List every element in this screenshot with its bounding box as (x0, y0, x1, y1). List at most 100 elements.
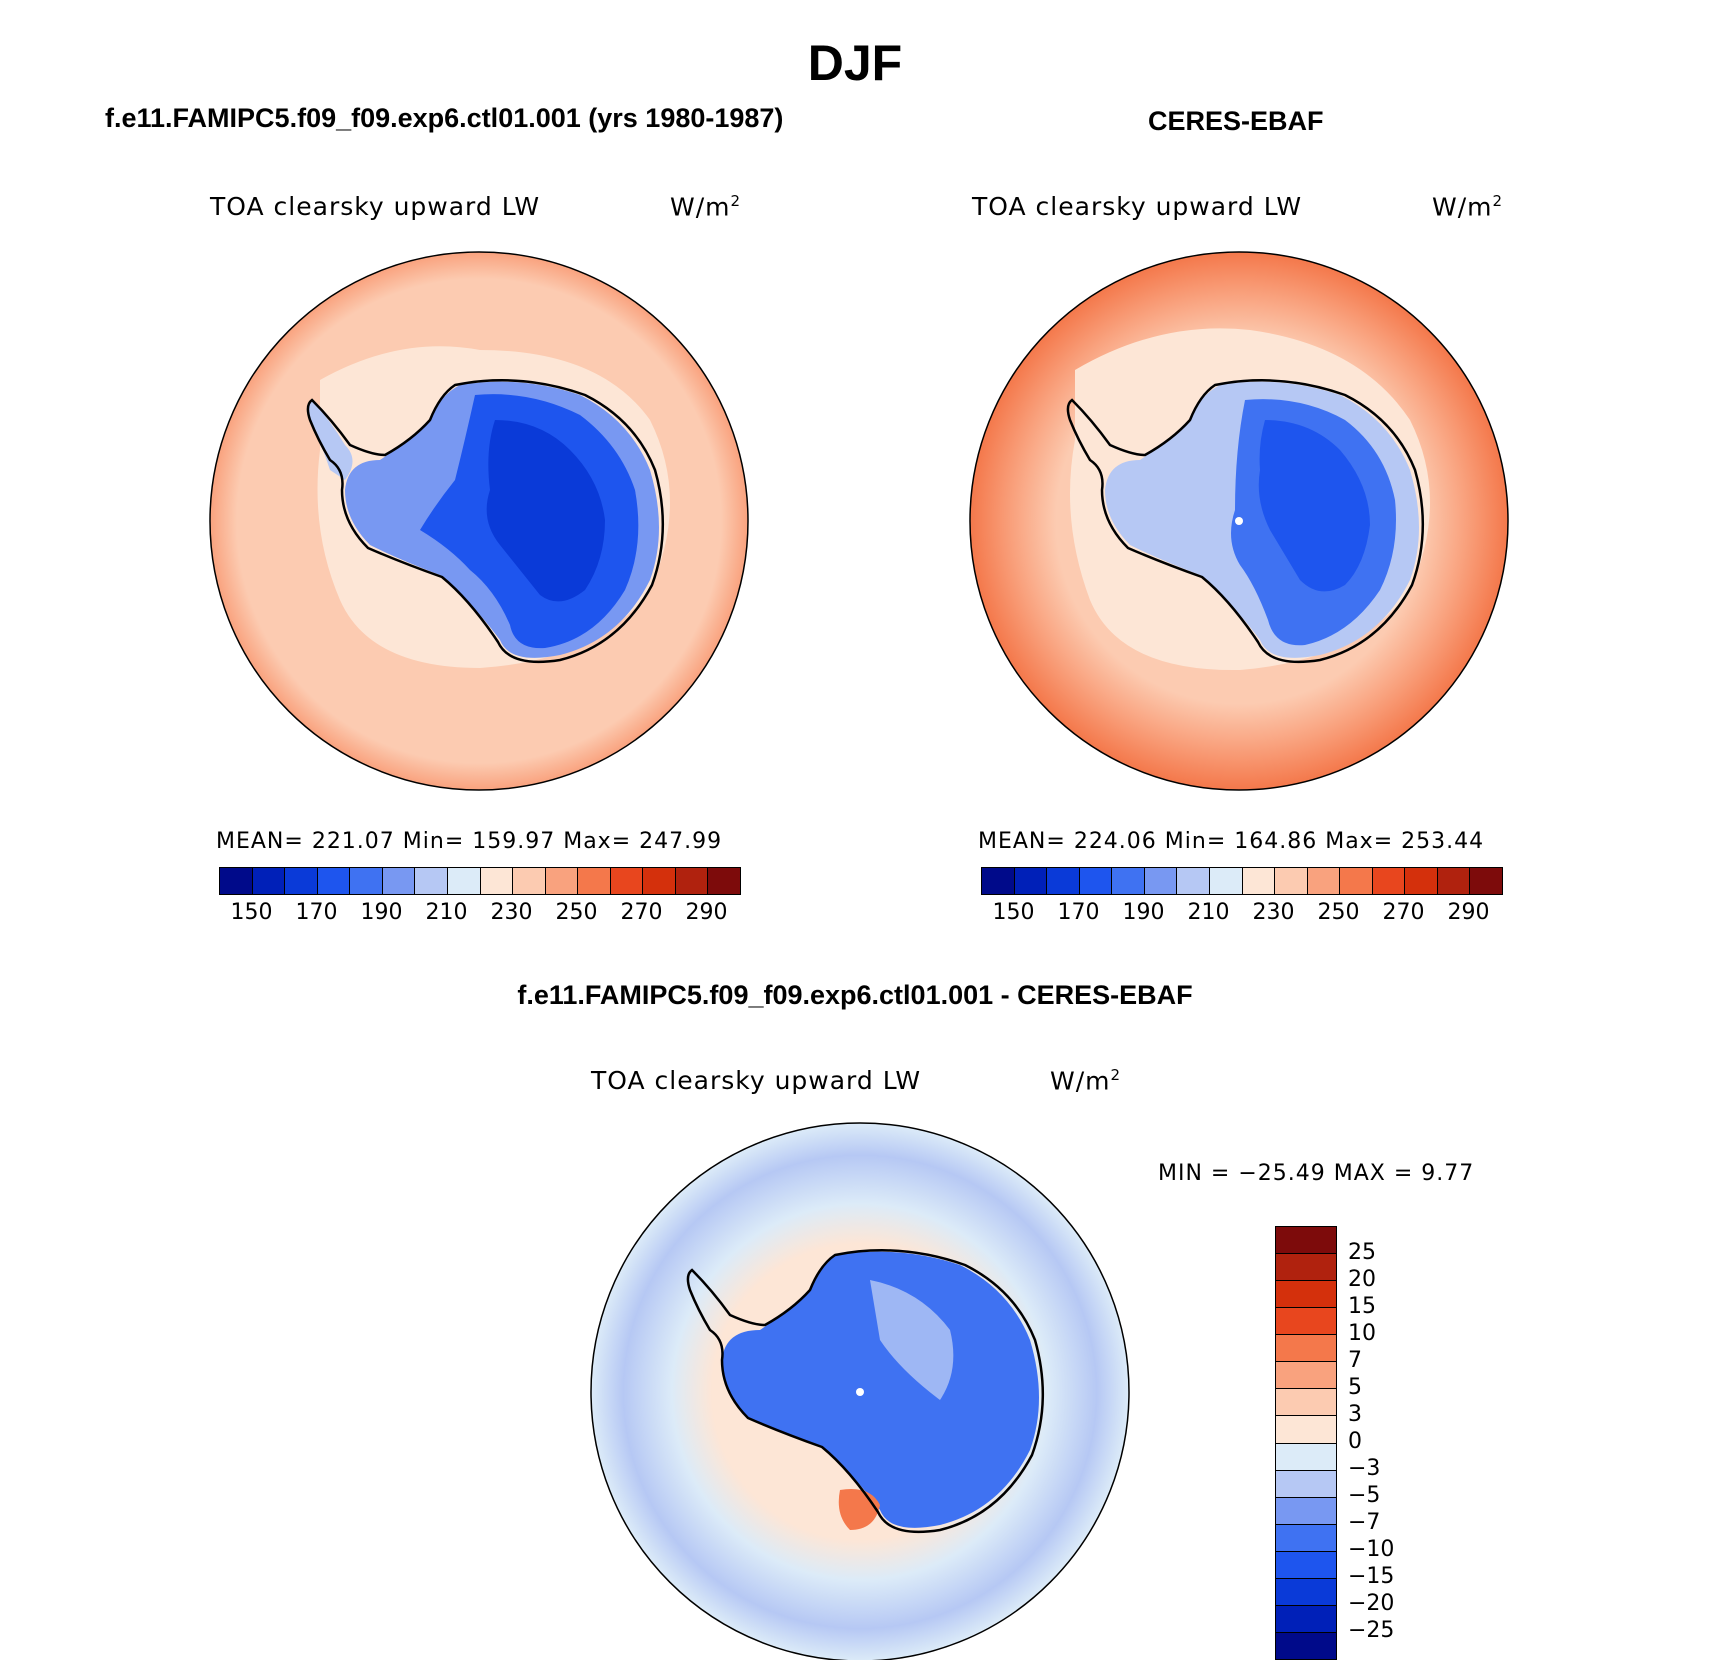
colorbar-swatch (447, 868, 481, 894)
antarctica-core (486, 420, 605, 602)
colorbar-swatch (1276, 1578, 1336, 1606)
colorbar-swatch (220, 868, 253, 894)
colorbar-tick-label: −20 (1348, 1591, 1395, 1616)
colorbar-tick-label: −7 (1348, 1510, 1381, 1535)
panel3-units: W/m2 (1050, 1066, 1122, 1096)
colorbar-observation (981, 867, 1503, 895)
colorbar-swatch (1276, 1281, 1336, 1309)
colorbar-swatch (1276, 1335, 1336, 1363)
colorbar-swatch (1275, 868, 1308, 894)
colorbar-swatch (1437, 868, 1471, 894)
panel1-variable: TOA clearsky upward LW (210, 192, 541, 221)
colorbar-swatch (610, 868, 644, 894)
colorbar-swatch (1276, 1227, 1336, 1255)
coastline (686, 1249, 1045, 1534)
colorbar-swatch (1276, 1362, 1336, 1390)
colorbar-swatch (1340, 868, 1373, 894)
colorbar-swatch (1276, 1605, 1336, 1633)
colorbar-tick-label: 250 (1317, 900, 1360, 925)
colorbar-swatch (578, 868, 611, 894)
colorbar-swatch (643, 868, 676, 894)
panel1-units: W/m2 (670, 192, 742, 222)
colorbar-swatch (1276, 1470, 1336, 1498)
colorbar-tick-label: 210 (1187, 900, 1230, 925)
colorbar-tick-label: 190 (1122, 900, 1165, 925)
peninsula (307, 400, 353, 480)
colorbar-swatch (1276, 1632, 1336, 1659)
colorbar-tick-label: 170 (295, 900, 338, 925)
colorbar-tick-label: 230 (490, 900, 533, 925)
colorbar-swatch (1470, 868, 1502, 894)
colorbar-difference-ticks: 25 20 15 10 7 5 3 0 −3 −5 −7 −10 −15 −20 −25 (1348, 1226, 1418, 1658)
colorbar-swatch (1276, 1389, 1336, 1417)
colorbar-swatch (480, 868, 514, 894)
colorbar-tick-label: 230 (1252, 900, 1295, 925)
colorbar-tick-label: 15 (1348, 1294, 1376, 1319)
colorbar-swatch (350, 868, 383, 894)
colorbar-swatch (1276, 1254, 1336, 1282)
colorbar-tick-label: 150 (992, 900, 1035, 925)
colorbar-swatch (1014, 868, 1048, 894)
coastline (306, 379, 665, 664)
colorbar-tick-label: −25 (1348, 1618, 1395, 1643)
colorbar-observation-ticks: 150 170 190 210 230 250 270 290 (981, 900, 1501, 930)
colorbar-tick-label: −15 (1348, 1564, 1395, 1589)
colorbar-swatch (513, 868, 546, 894)
colorbar-swatch (1242, 868, 1276, 894)
panel1-title: f.e11.FAMIPC5.f09_f09.exp6.ctl01.001 (yr… (105, 103, 784, 133)
colorbar-swatch (1307, 868, 1341, 894)
diff-streaks (870, 1280, 954, 1400)
colorbar-tick-label: 25 (1348, 1240, 1376, 1265)
colorbar-swatch (708, 868, 740, 894)
colorbar-swatch (382, 868, 416, 894)
antarctica-core (1258, 420, 1370, 592)
colorbar-swatch (1177, 868, 1210, 894)
colorbar-swatch (1405, 868, 1438, 894)
colorbar-tick-label: 290 (1447, 900, 1490, 925)
panel3-variable: TOA clearsky upward LW (591, 1066, 922, 1095)
panel3-stats: MIN = −25.49 MAX = 9.77 (1158, 1161, 1475, 1186)
colorbar-tick-label: 5 (1348, 1375, 1362, 1400)
colorbar-tick-label: 3 (1348, 1402, 1362, 1427)
colorbar-swatch (1276, 1416, 1336, 1444)
map-model (209, 251, 749, 791)
panel3-title: f.e11.FAMIPC5.f09_f09.exp6.ctl01.001 - C… (517, 980, 1193, 1010)
colorbar-swatch (1144, 868, 1178, 894)
colorbar-tick-label: 20 (1348, 1267, 1376, 1292)
colorbar-swatch (1276, 1551, 1336, 1579)
colorbar-tick-label: −3 (1348, 1456, 1381, 1481)
colorbar-difference (1275, 1226, 1337, 1660)
colorbar-swatch (545, 868, 579, 894)
panel2-title: CERES-EBAF (1148, 106, 1324, 136)
colorbar-swatch (982, 868, 1015, 894)
map-observation (969, 251, 1509, 791)
colorbar-tick-label: 190 (360, 900, 403, 925)
colorbar-model-ticks: 150 170 190 210 230 250 270 290 (219, 900, 739, 930)
colorbar-tick-label: 210 (425, 900, 468, 925)
colorbar-tick-label: 0 (1348, 1429, 1362, 1454)
colorbar-swatch (1276, 1443, 1336, 1471)
colorbar-tick-label: 250 (555, 900, 598, 925)
colorbar-swatch (675, 868, 709, 894)
map-difference (590, 1122, 1130, 1660)
colorbar-tick-label: 270 (1382, 900, 1425, 925)
colorbar-swatch (1079, 868, 1113, 894)
colorbar-tick-label: 290 (685, 900, 728, 925)
colorbar-swatch (252, 868, 286, 894)
panel1-stats: MEAN= 221.07 Min= 159.97 Max= 247.99 (216, 829, 723, 854)
colorbar-swatch (1372, 868, 1406, 894)
coastline (1066, 379, 1425, 664)
colorbar-tick-label: 150 (230, 900, 273, 925)
colorbar-model (219, 867, 741, 895)
colorbar-tick-label: −10 (1348, 1537, 1395, 1562)
colorbar-swatch (1047, 868, 1080, 894)
antarctica-diff (722, 1251, 1039, 1528)
colorbar-swatch (1276, 1308, 1336, 1336)
colorbar-swatch (285, 868, 318, 894)
panel2-variable: TOA clearsky upward LW (972, 192, 1303, 221)
colorbar-tick-label: 10 (1348, 1321, 1376, 1346)
colorbar-tick-label: −5 (1348, 1483, 1381, 1508)
colorbar-swatch (1209, 868, 1243, 894)
colorbar-swatch (415, 868, 448, 894)
